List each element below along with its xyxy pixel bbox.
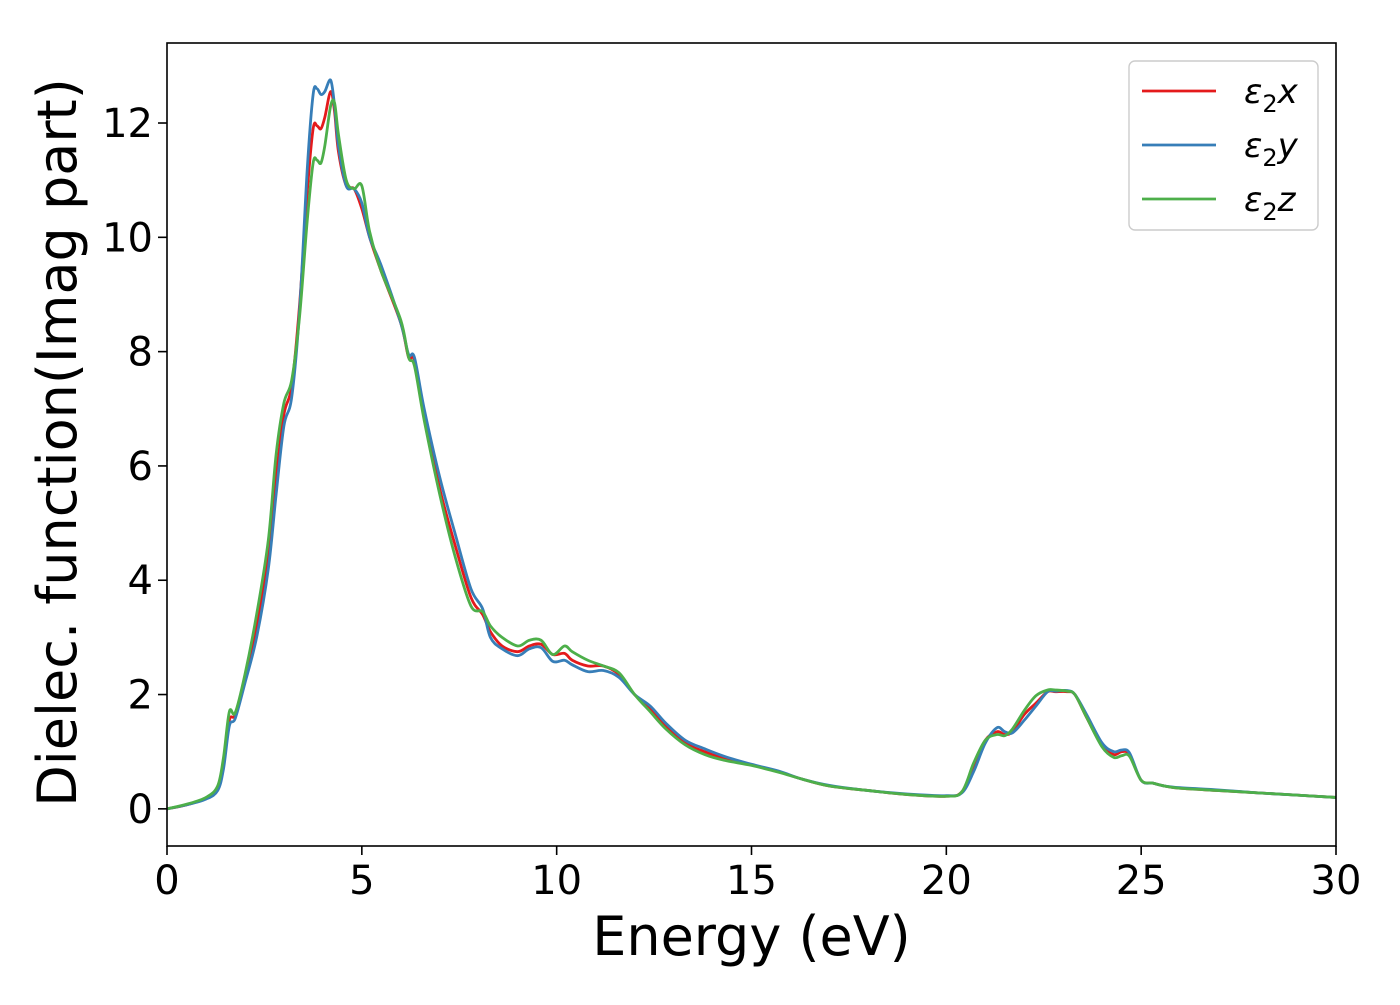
x-axis: 0 5 10 15 20 25 30 (154, 846, 1361, 904)
y-tick-label: 10 (102, 215, 153, 261)
x-tick-label: 15 (726, 858, 777, 904)
x-tick-label: 5 (349, 858, 374, 904)
y-tick-label: 4 (128, 558, 153, 604)
legend-box (1128, 60, 1319, 231)
x-tick-label: 10 (531, 858, 582, 904)
legend: ε2x ε2y ε2z (1128, 60, 1319, 231)
x-tick-label: 25 (1116, 858, 1167, 904)
y-tick-label: 8 (128, 330, 153, 376)
legend-label-z: ε2z (1244, 180, 1297, 226)
legend-label-y: ε2y (1244, 126, 1299, 172)
y-tick-label: 0 (128, 787, 153, 833)
x-tick-label: 30 (1311, 858, 1362, 904)
y-tick-label: 12 (102, 101, 153, 147)
legend-label-x: ε2x (1244, 72, 1299, 118)
series-layer (167, 78, 1336, 811)
x-tick-label: 0 (154, 858, 179, 904)
x-tick-label: 20 (921, 858, 972, 904)
y-axis-title: Dielec. function(Imag part) (26, 78, 89, 807)
x-axis-title: Energy (eV) (592, 905, 911, 968)
series-line-z (167, 98, 1336, 811)
y-tick-label: 6 (128, 444, 153, 490)
y-tick-label: 2 (128, 673, 153, 719)
y-axis: 0 2 4 6 8 10 12 (102, 101, 167, 833)
